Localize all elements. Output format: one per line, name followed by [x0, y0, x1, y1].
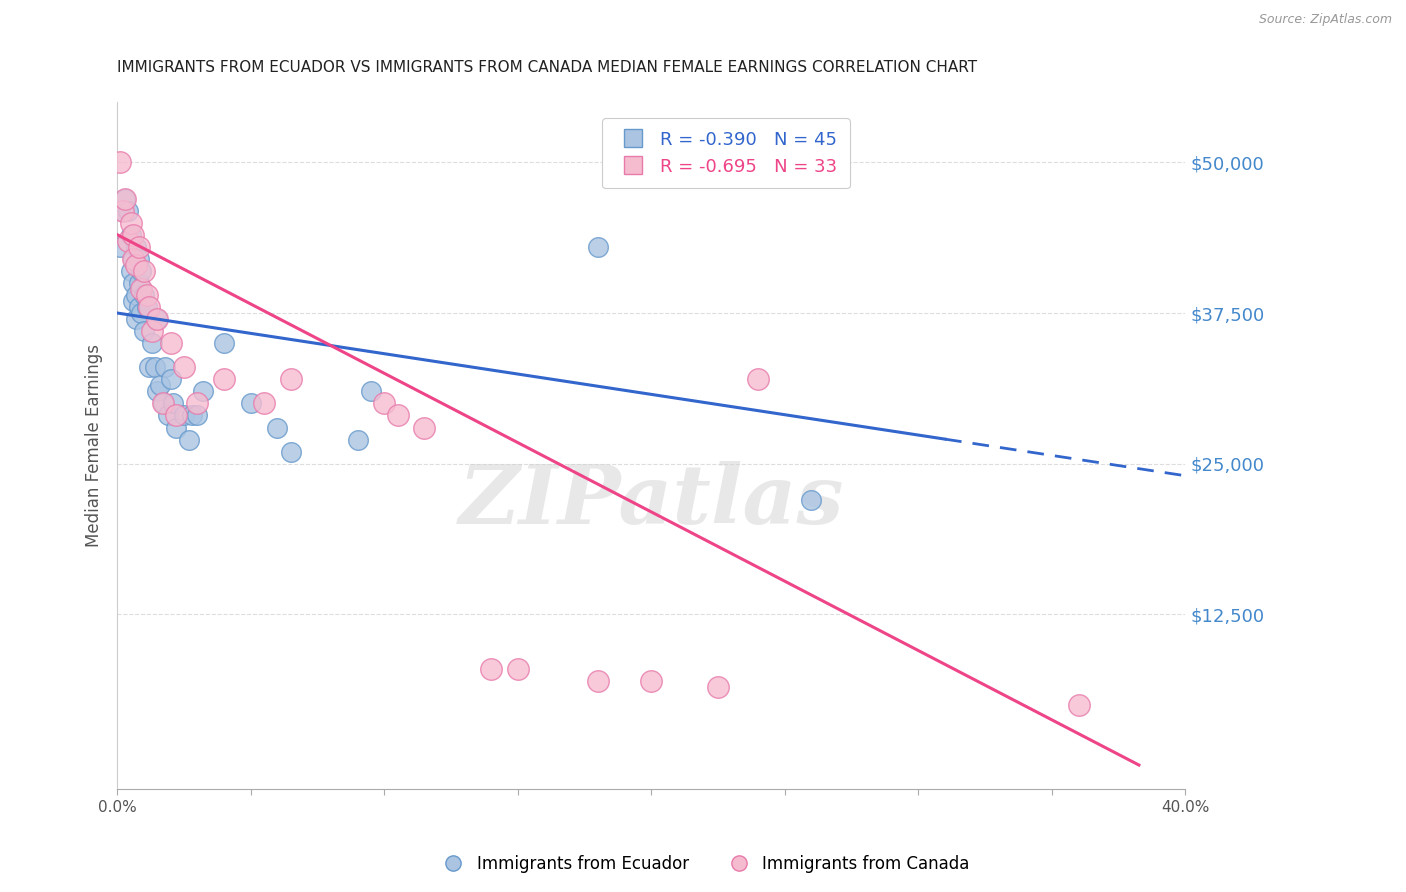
Point [360, 384, 382, 399]
Point [132, 288, 155, 302]
Point [135, 288, 157, 302]
Point [159, 372, 181, 386]
Point [280, 444, 302, 458]
Point [125, 288, 148, 302]
Point [114, 192, 136, 206]
Point [120, 227, 142, 242]
Point [162, 396, 184, 410]
Point [111, 203, 134, 218]
Text: IMMIGRANTS FROM ECUADOR VS IMMIGRANTS FROM CANADA MEDIAN FEMALE EARNINGS CORRELA: IMMIGRANTS FROM ECUADOR VS IMMIGRANTS FR… [117, 60, 977, 75]
Point [800, 492, 823, 507]
Point [129, 264, 152, 278]
Point [165, 420, 187, 434]
Point [586, 673, 609, 688]
Point [125, 312, 148, 326]
Point [120, 264, 142, 278]
Point [155, 360, 177, 375]
Point [266, 420, 288, 434]
Point [280, 372, 302, 386]
Point [149, 378, 172, 392]
Point [152, 396, 174, 410]
Point [128, 252, 150, 266]
Point [253, 396, 276, 410]
Point [159, 336, 181, 351]
Point [141, 336, 163, 351]
Point [186, 396, 208, 410]
Point [173, 409, 195, 423]
Point [120, 216, 142, 230]
Point [413, 420, 436, 434]
Legend: Immigrants from Ecuador, Immigrants from Canada: Immigrants from Ecuador, Immigrants from… [430, 848, 976, 880]
Y-axis label: Median Female Earnings: Median Female Earnings [86, 344, 103, 547]
Text: Source: ZipAtlas.com: Source: ZipAtlas.com [1258, 13, 1392, 27]
Point [135, 300, 157, 314]
Point [387, 409, 409, 423]
Point [122, 227, 145, 242]
Point [747, 372, 769, 386]
Point [186, 409, 208, 423]
Point [108, 240, 131, 254]
Point [173, 360, 195, 375]
Point [156, 409, 179, 423]
Point [141, 324, 163, 338]
Point [129, 282, 152, 296]
Point [373, 396, 395, 410]
Point [146, 384, 169, 399]
Point [114, 192, 136, 206]
Point [128, 276, 150, 290]
Point [239, 396, 262, 410]
Point [191, 384, 214, 399]
Text: ZIPatlas: ZIPatlas [458, 460, 844, 541]
Point [125, 240, 148, 254]
Point [212, 372, 235, 386]
Point [212, 336, 235, 351]
Point [179, 433, 201, 447]
Point [165, 409, 187, 423]
Point [132, 324, 155, 338]
Legend: R = -0.390   N = 45, R = -0.695   N = 33: R = -0.390 N = 45, R = -0.695 N = 33 [602, 118, 849, 188]
Point [117, 234, 139, 248]
Point [122, 293, 145, 308]
Point [108, 155, 131, 169]
Point [111, 203, 134, 218]
Point [128, 240, 150, 254]
Point [129, 306, 152, 320]
Point [146, 312, 169, 326]
Point [138, 360, 160, 375]
Point [152, 396, 174, 410]
Point [586, 240, 609, 254]
Point [479, 662, 502, 676]
Point [146, 312, 169, 326]
Point [122, 252, 145, 266]
Point [1067, 698, 1090, 712]
Point [122, 276, 145, 290]
Point [128, 300, 150, 314]
Point [117, 203, 139, 218]
Point [138, 300, 160, 314]
Point [346, 433, 368, 447]
Point [640, 673, 662, 688]
Point [143, 360, 166, 375]
Point [707, 680, 730, 694]
Point [181, 409, 204, 423]
Point [506, 662, 529, 676]
Point [125, 258, 148, 272]
Point [122, 252, 145, 266]
Point [132, 264, 155, 278]
